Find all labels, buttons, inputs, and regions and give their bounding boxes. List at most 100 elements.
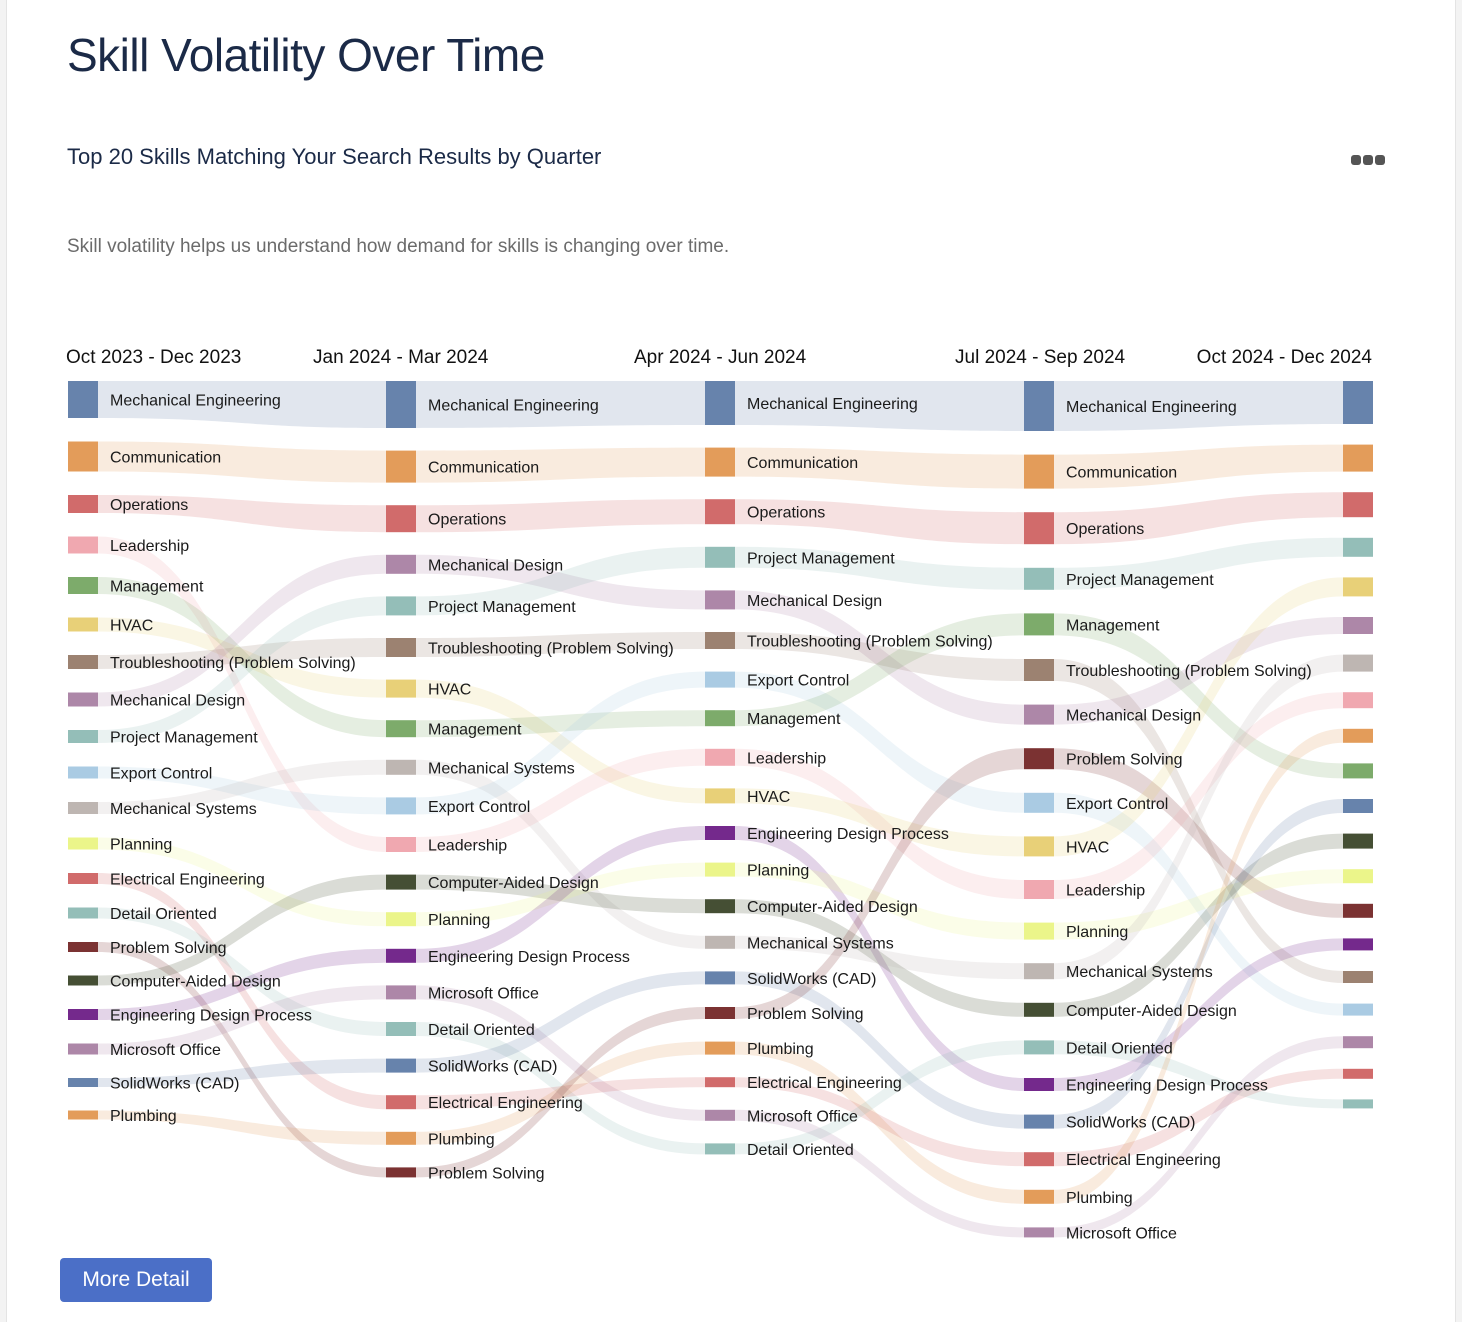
- node-planning[interactable]: [1343, 869, 1373, 884]
- node-mechanical-engineering[interactable]: [68, 381, 98, 418]
- node-mechanical-design[interactable]: [386, 554, 416, 574]
- flow-link-management[interactable]: [735, 613, 1024, 727]
- node-planning[interactable]: [1024, 922, 1054, 940]
- node-operations[interactable]: [386, 505, 416, 533]
- node-engineering-design-process[interactable]: [705, 826, 735, 840]
- flow-link-mechanical-systems[interactable]: [98, 759, 386, 814]
- node-hvac[interactable]: [1024, 836, 1054, 857]
- flow-link-problem-solving[interactable]: [735, 748, 1024, 1019]
- flow-link-mechanical-design[interactable]: [1054, 617, 1343, 725]
- flow-link-microsoft-office[interactable]: [1054, 1036, 1343, 1238]
- flow-link-mechanical-design[interactable]: [98, 554, 386, 707]
- node-problem-solving[interactable]: [1024, 748, 1054, 770]
- node-problem-solving[interactable]: [705, 1007, 735, 1019]
- node-mechanical-design[interactable]: [705, 590, 735, 610]
- flow-link-planning[interactable]: [1054, 869, 1343, 940]
- node-computer-aided-design[interactable]: [1024, 1002, 1054, 1017]
- flow-link-operations[interactable]: [98, 495, 386, 533]
- node-computer-aided-design[interactable]: [1343, 833, 1373, 849]
- flow-link-solidworks-cad[interactable]: [735, 971, 1024, 1129]
- node-communication[interactable]: [386, 450, 416, 483]
- more-detail-button[interactable]: More Detail: [60, 1258, 212, 1302]
- flow-link-hvac[interactable]: [735, 788, 1024, 857]
- flow-link-operations[interactable]: [416, 499, 705, 533]
- node-troubleshooting-problem-solving[interactable]: [68, 655, 98, 669]
- node-problem-solving[interactable]: [1343, 903, 1373, 918]
- flow-link-mechanical-design[interactable]: [416, 554, 705, 610]
- node-troubleshooting-problem-solving[interactable]: [386, 638, 416, 657]
- node-plumbing[interactable]: [705, 1041, 735, 1055]
- flow-link-export-control[interactable]: [735, 671, 1024, 813]
- node-engineering-design-process[interactable]: [386, 948, 416, 963]
- flow-link-plumbing[interactable]: [98, 1110, 386, 1145]
- flow-link-microsoft-office[interactable]: [416, 985, 705, 1121]
- node-export-control[interactable]: [68, 766, 98, 779]
- node-leadership[interactable]: [68, 536, 98, 554]
- flow-link-mechanical-systems[interactable]: [735, 935, 1024, 980]
- node-mechanical-design[interactable]: [1343, 617, 1373, 634]
- node-hvac[interactable]: [386, 679, 416, 698]
- flow-link-problem-solving[interactable]: [1054, 748, 1343, 918]
- flow-link-operations[interactable]: [1054, 492, 1343, 545]
- node-management[interactable]: [1024, 613, 1054, 636]
- node-management[interactable]: [386, 720, 416, 738]
- node-export-control[interactable]: [1343, 1003, 1373, 1016]
- flow-link-electrical-engineering[interactable]: [1054, 1068, 1343, 1167]
- flow-link-management[interactable]: [98, 577, 386, 738]
- node-detail-oriented[interactable]: [705, 1143, 735, 1155]
- node-solidworks-cad[interactable]: [386, 1058, 416, 1073]
- flow-link-problem-solving[interactable]: [98, 942, 386, 1178]
- flow-link-plumbing[interactable]: [735, 1041, 1024, 1204]
- node-microsoft-office[interactable]: [1343, 1036, 1373, 1049]
- flow-link-computer-aided-design[interactable]: [98, 874, 386, 986]
- flow-link-computer-aided-design[interactable]: [416, 874, 705, 914]
- node-operations[interactable]: [68, 495, 98, 513]
- node-communication[interactable]: [68, 441, 98, 472]
- node-troubleshooting-problem-solving[interactable]: [1343, 971, 1373, 983]
- flow-link-mechanical-engineering[interactable]: [98, 381, 386, 428]
- flow-link-operations[interactable]: [735, 499, 1024, 545]
- node-hvac[interactable]: [705, 788, 735, 804]
- flow-link-computer-aided-design[interactable]: [735, 899, 1024, 1017]
- flow-link-electrical-engineering[interactable]: [735, 1077, 1024, 1167]
- node-solidworks-cad[interactable]: [705, 971, 735, 985]
- flow-link-mechanical-systems[interactable]: [1054, 654, 1343, 980]
- node-mechanical-engineering[interactable]: [705, 381, 735, 425]
- flow-link-planning[interactable]: [735, 862, 1024, 940]
- node-mechanical-systems[interactable]: [1024, 963, 1054, 980]
- node-leadership[interactable]: [386, 837, 416, 852]
- flow-link-detail-oriented[interactable]: [416, 1022, 705, 1155]
- flow-link-engineering-design-process[interactable]: [98, 948, 386, 1020]
- node-hvac[interactable]: [1343, 577, 1373, 597]
- flow-link-detail-oriented[interactable]: [1054, 1040, 1343, 1109]
- flow-link-communication[interactable]: [735, 447, 1024, 489]
- node-troubleshooting-problem-solving[interactable]: [705, 632, 735, 649]
- flow-link-mechanical-systems[interactable]: [416, 759, 705, 949]
- node-export-control[interactable]: [1024, 792, 1054, 813]
- node-electrical-engineering[interactable]: [705, 1077, 735, 1088]
- node-management[interactable]: [68, 577, 98, 594]
- node-microsoft-office[interactable]: [705, 1109, 735, 1121]
- node-project-management[interactable]: [1343, 537, 1373, 557]
- node-electrical-engineering[interactable]: [68, 873, 98, 884]
- node-engineering-design-process[interactable]: [68, 1009, 98, 1020]
- node-problem-solving[interactable]: [68, 942, 98, 952]
- flow-link-plumbing[interactable]: [1054, 728, 1343, 1204]
- flow-link-computer-aided-design[interactable]: [1054, 833, 1343, 1017]
- node-computer-aided-design[interactable]: [386, 874, 416, 890]
- flow-link-mechanical-engineering[interactable]: [735, 381, 1024, 431]
- node-electrical-engineering[interactable]: [1024, 1152, 1054, 1167]
- node-management[interactable]: [705, 710, 735, 727]
- flow-link-solidworks-cad[interactable]: [416, 971, 705, 1073]
- node-mechanical-systems[interactable]: [386, 759, 416, 775]
- node-plumbing[interactable]: [1343, 728, 1373, 743]
- flow-link-detail-oriented[interactable]: [98, 907, 386, 1037]
- node-microsoft-office[interactable]: [386, 985, 416, 1000]
- flow-link-leadership[interactable]: [1054, 692, 1343, 899]
- node-leadership[interactable]: [1343, 692, 1373, 709]
- flow-link-detail-oriented[interactable]: [735, 1040, 1024, 1155]
- flow-link-leadership[interactable]: [416, 748, 705, 852]
- node-operations[interactable]: [1343, 492, 1373, 518]
- node-electrical-engineering[interactable]: [1343, 1068, 1373, 1079]
- node-operations[interactable]: [705, 499, 735, 525]
